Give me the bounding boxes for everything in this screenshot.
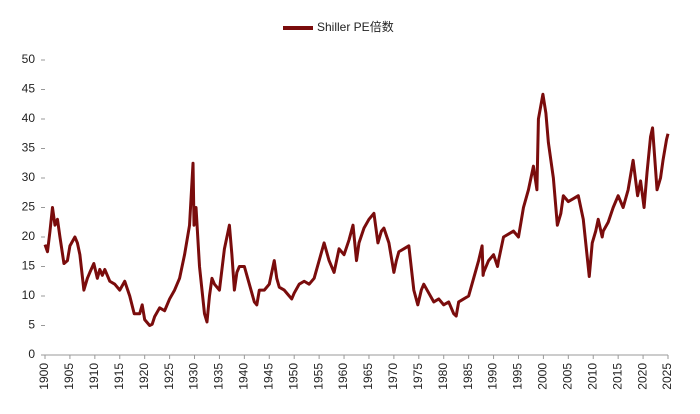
series-line (43, 92, 670, 327)
x-tick-label: 1960 (336, 363, 350, 390)
x-tick-label: 1970 (386, 363, 400, 390)
x-tick-label: 1955 (311, 363, 325, 390)
x-tick-label: 2005 (560, 363, 574, 390)
x-tick-label: 1990 (486, 363, 500, 390)
x-tick-label: 1905 (62, 363, 76, 390)
x-tick-label: 1915 (112, 363, 126, 390)
x-tick-label: 1975 (411, 363, 425, 390)
x-tick-label: 1935 (212, 363, 226, 390)
y-tick-label: 50 (22, 52, 36, 66)
y-tick-label: 35 (22, 141, 36, 155)
y-tick-label: 10 (22, 288, 36, 302)
y-tick-label: 5 (28, 318, 35, 332)
x-tick-label: 1920 (137, 363, 151, 390)
x-tick-label: 1940 (237, 363, 251, 390)
y-tick-label: 30 (22, 170, 36, 184)
x-tick-label: 2000 (536, 363, 550, 390)
y-tick-label: 15 (22, 259, 36, 273)
y-tick-label: 40 (22, 111, 36, 125)
legend-label: Shiller PE倍数 (317, 19, 394, 34)
x-tick-label: 2010 (585, 363, 599, 390)
y-tick-label: 20 (22, 229, 36, 243)
x-tick-label: 1995 (511, 363, 525, 390)
x-tick-label: 2020 (635, 363, 649, 390)
x-tick-label: 2015 (610, 363, 624, 390)
x-tick-label: 1980 (436, 363, 450, 390)
x-tick-label: 1950 (286, 363, 300, 390)
x-tick-label: 1900 (37, 363, 51, 390)
x-tick-label: 1945 (261, 363, 275, 390)
x-tick-label: 1930 (187, 363, 201, 390)
y-tick-label: 0 (28, 347, 35, 361)
x-tick-label: 1965 (361, 363, 375, 390)
x-tick-label: 1985 (461, 363, 475, 390)
x-tick-label: 2025 (660, 363, 674, 390)
y-tick-label: 25 (22, 200, 36, 214)
x-tick-label: 1925 (162, 363, 176, 390)
x-tick-label: 1910 (87, 363, 101, 390)
y-tick-label: 45 (22, 82, 36, 96)
